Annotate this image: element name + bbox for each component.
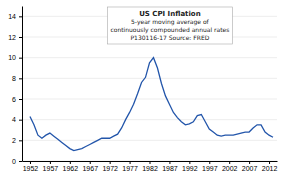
y-tick: 12 bbox=[8, 34, 22, 41]
x-tick-label: 1987 bbox=[162, 165, 178, 172]
y-tick: 14 bbox=[8, 13, 22, 20]
x-tick-label: 1997 bbox=[202, 165, 218, 172]
y-tick: 4 bbox=[12, 116, 22, 123]
x-tick-mark bbox=[70, 161, 71, 164]
x-tick-mark bbox=[169, 161, 170, 164]
x-tick-mark bbox=[209, 161, 210, 164]
x-tick-label: 2012 bbox=[262, 165, 278, 172]
x-tick-label: 1982 bbox=[142, 165, 158, 172]
grid-line bbox=[22, 57, 277, 58]
title-box-frame bbox=[107, 7, 232, 44]
x-tick-mark bbox=[30, 161, 31, 164]
grid-line bbox=[22, 119, 277, 120]
x-tick-label: 2007 bbox=[242, 165, 258, 172]
y-tick-mark bbox=[19, 58, 22, 59]
y-tick-label: 0 bbox=[12, 158, 16, 165]
y-tick: 10 bbox=[8, 54, 22, 61]
subtitle: P130116-17 Source: FRED bbox=[131, 34, 210, 41]
x-tick: 1957 bbox=[43, 161, 59, 172]
subtitle: continuously compounded annual rates bbox=[110, 26, 229, 34]
y-tick-mark bbox=[19, 99, 22, 100]
x-tick-label: 1952 bbox=[23, 165, 39, 172]
y-tick-mark bbox=[19, 16, 22, 17]
x-tick-label: 1992 bbox=[182, 165, 198, 172]
y-tick-mark bbox=[19, 140, 22, 141]
y-tick: 2 bbox=[12, 137, 22, 144]
y-axis: 0 2 4 6 8 10 12 14 bbox=[8, 7, 22, 165]
x-tick-mark bbox=[130, 161, 131, 164]
y-tick-label: 6 bbox=[12, 96, 16, 103]
subtitle: 5-year moving average of bbox=[131, 18, 210, 26]
plot-area bbox=[30, 58, 273, 151]
x-tick: 1992 bbox=[182, 161, 198, 172]
x-tick-mark bbox=[90, 161, 91, 164]
y-tick-mark bbox=[19, 78, 22, 79]
y-tick-label: 14 bbox=[8, 13, 16, 20]
x-tick-label: 2002 bbox=[222, 165, 238, 172]
x-tick-label: 1972 bbox=[102, 165, 118, 172]
x-tick: 1972 bbox=[102, 161, 118, 172]
x-tick: 1987 bbox=[162, 161, 178, 172]
x-tick-mark bbox=[150, 161, 151, 164]
x-tick: 1952 bbox=[23, 161, 39, 172]
x-tick: 1967 bbox=[82, 161, 98, 172]
y-tick-label: 10 bbox=[8, 54, 16, 61]
x-tick-label: 1957 bbox=[43, 165, 59, 172]
x-tick-mark bbox=[229, 161, 230, 164]
x-tick: 2002 bbox=[222, 161, 238, 172]
grid bbox=[22, 16, 277, 161]
x-tick-label: 1962 bbox=[63, 165, 79, 172]
x-tick: 1977 bbox=[122, 161, 138, 172]
title: US CPI Inflation bbox=[139, 10, 201, 18]
grid-line bbox=[22, 78, 277, 79]
chart: 1952 1957 19621967 1972 1977 1982 1987 1992 1997… bbox=[0, 0, 285, 177]
x-axis: 1952 1957 19621967 1972 1977 1982 1987 1992 1997… bbox=[23, 161, 278, 172]
data-line bbox=[30, 58, 273, 151]
y-axis-line bbox=[22, 7, 23, 162]
x-tick-mark bbox=[269, 161, 270, 164]
x-tick-mark bbox=[249, 161, 250, 164]
grid-line bbox=[22, 99, 277, 100]
x-tick: 2012 bbox=[262, 161, 278, 172]
y-tick-mark bbox=[19, 120, 22, 121]
y-tick-mark bbox=[19, 161, 22, 162]
y-tick-label: 12 bbox=[8, 34, 16, 41]
y-tick: 0 bbox=[12, 158, 22, 165]
x-tick-label: 1977 bbox=[122, 165, 138, 172]
y-tick-label: 2 bbox=[12, 137, 16, 144]
y-tick-mark bbox=[19, 37, 22, 38]
y-tick: 6 bbox=[12, 96, 22, 103]
x-tick-mark bbox=[189, 161, 190, 164]
x-tick-mark bbox=[110, 161, 111, 164]
x-tick: 1997 bbox=[202, 161, 218, 172]
x-tick: 1982 bbox=[142, 161, 158, 172]
y-tick: 8 bbox=[12, 75, 22, 82]
y-tick-label: 8 bbox=[12, 75, 16, 82]
y-tick-label: 4 bbox=[12, 116, 16, 123]
x-tick-mark bbox=[50, 161, 51, 164]
x-tick-label: 1967 bbox=[82, 165, 98, 172]
x-tick: 1962 bbox=[63, 161, 79, 172]
title-box: US CPI Inflation5-year moving average of… bbox=[107, 7, 232, 44]
x-tick: 2007 bbox=[242, 161, 258, 172]
